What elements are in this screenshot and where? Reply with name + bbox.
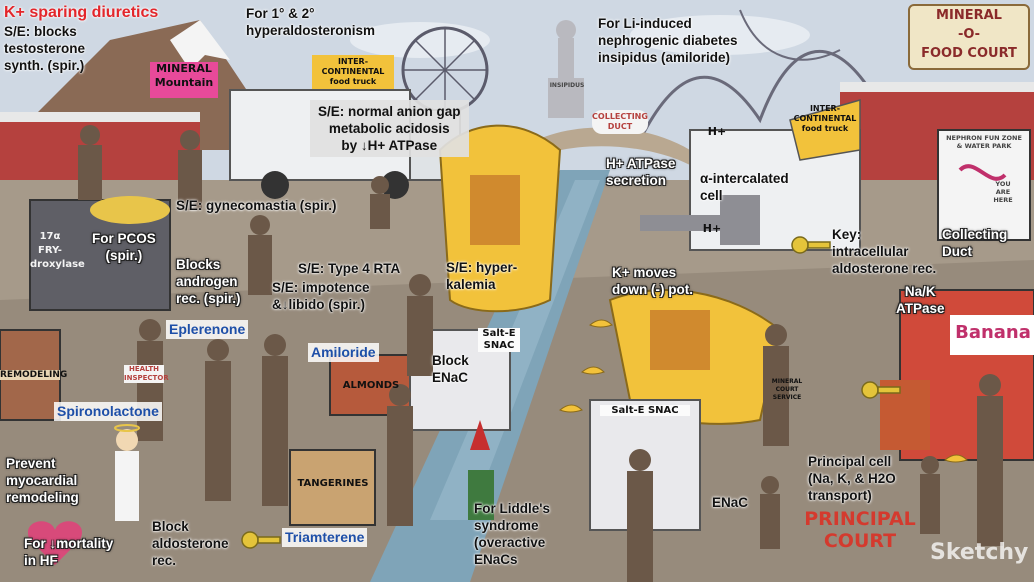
food-court-sign: MINERAL -O- FOOD COURT — [908, 4, 1030, 70]
health-inspector-badge: HEALTH INSPECTOR — [124, 365, 169, 383]
pcos-label: For PCOS (spir.) — [92, 231, 156, 263]
collecting-duct-sign: COLLECTING DUCT — [592, 110, 648, 134]
banana-shop-sign: Banana — [955, 322, 1031, 343]
se-blocks-testosterone-label: S/E: blocks testosterone synth. (spir.) — [4, 24, 86, 73]
impotence-label: S/E: impotence &↓libido (spir.) — [272, 280, 370, 312]
hyperkalemia-label: S/E: hyper- kalemia — [446, 260, 518, 292]
decreased-mortality-label: For ↓mortality in HF — [24, 536, 114, 568]
na-k-atpase-label: Na/K ATPase — [896, 284, 945, 316]
mineral-mountain-sign: MINERAL Mountain — [150, 62, 218, 98]
h-atpase-secretion-label: H+ ATPase secretion — [606, 156, 676, 188]
food-truck-sign-left: INTER- CONTINENTAL food truck — [312, 55, 394, 89]
drug-amiloride: Amiloride — [308, 343, 379, 362]
tangerines-crate-label: TANGERINES — [297, 478, 369, 489]
alpha-intercalated-cell-label: α-intercalated cell — [700, 171, 789, 203]
drug-eplerenone: Eplerenone — [166, 320, 249, 339]
k-moves-down-label: K+ moves down (-) pot. — [612, 265, 693, 297]
prevent-remodeling-label: Prevent myocardial remodeling — [6, 456, 79, 505]
drug-triamterene: Triamterene — [282, 528, 368, 547]
principal-court-sign: PRINCIPAL COURT — [804, 508, 916, 552]
k-sparing-diuretics-title: K+ sparing diuretics — [4, 4, 159, 21]
hyperaldosteronism-label: For 1° & 2° hyperaldosteronism — [246, 6, 376, 38]
block-enac-label: Block ENaC — [432, 353, 469, 385]
blocks-androgen-label: Blocks androgen rec. (spir.) — [176, 257, 241, 306]
enac-label: ENaC — [712, 495, 749, 510]
key-receptor-label: Key: intracellular aldosterone rec. — [832, 227, 937, 276]
lithium-ndi-label: For Li-induced nephrogenic diabetes insi… — [598, 16, 738, 65]
remodeling-sign: REMODELING — [0, 370, 68, 380]
food-truck-sign-right: INTER- CONTINENTAL food truck — [793, 104, 857, 133]
drug-spironolactone: Spironolactone — [54, 402, 162, 421]
salt-snac-sign-right: Salt-E SNAC — [600, 405, 690, 416]
collecting-duct-label: Collecting Duct — [942, 227, 1008, 259]
principal-cell-label: Principal cell (Na, K, & H2O transport) — [808, 454, 896, 503]
h-plus-label-2: H+ — [702, 222, 722, 235]
sketchy-watermark: Sketchy — [930, 540, 1029, 565]
almonds-crate-label: ALMONDS — [342, 380, 400, 391]
nephron-park-sign: NEPHRON FUN ZONE & WATER PARK — [946, 134, 1022, 150]
type4-rta-label: S/E: Type 4 RTA — [298, 261, 401, 276]
you-are-here-sign: YOU ARE HERE — [993, 180, 1013, 204]
h-plus-label-1: H+ — [707, 125, 727, 138]
block-aldosterone-label: Block aldosterone rec. — [152, 519, 229, 568]
metabolic-acidosis-label: S/E: normal anion gap metabolic acidosis… — [310, 100, 469, 157]
salt-snac-sign-left: Salt-E SNAC — [478, 328, 520, 352]
liddle-syndrome-label: For Liddle's syndrome (overactive ENaCs — [474, 501, 550, 567]
insipidus-sign: INSIPIDUS — [549, 82, 585, 89]
mineral-court-service-badge: MINERAL COURT SERVICE — [771, 378, 803, 401]
gynecomastia-label: S/E: gynecomastia (spir.) — [176, 198, 337, 213]
fry-drome-sign: 17α FRY-droxylase — [30, 231, 85, 270]
